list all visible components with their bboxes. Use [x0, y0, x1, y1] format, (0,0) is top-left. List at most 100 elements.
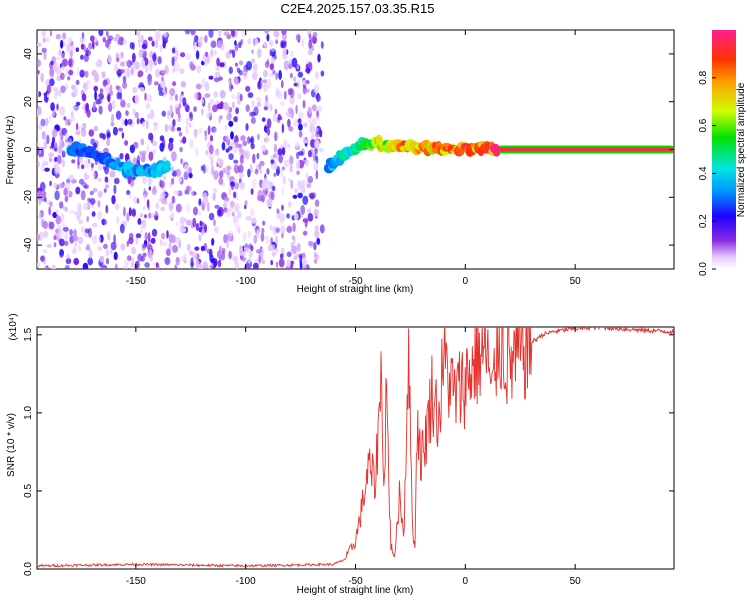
spectrogram-noise-blob	[81, 164, 85, 170]
spectrogram-noise-blob	[52, 128, 58, 138]
spectrogram-noise-blob	[244, 204, 247, 210]
spectrogram-noise-blob	[270, 159, 275, 164]
spectrogram-noise-blob	[262, 220, 266, 226]
spectrogram-noise-blob	[81, 127, 87, 137]
spectrogram-noise-blob	[84, 70, 89, 78]
spectrogram-noise-blob	[302, 257, 307, 267]
spectrogram-noise-blob	[314, 229, 320, 239]
spectrogram-noise-blob	[37, 91, 39, 97]
spectrogram-noise-blob	[307, 240, 314, 247]
spectrogram-noise-blob	[255, 96, 262, 103]
spectrogram-noise-blob	[55, 215, 62, 225]
spectrogram-noise-blob	[120, 61, 125, 67]
spectrogram-noise-blob	[289, 163, 293, 173]
spectrogram-noise-blob	[86, 80, 91, 85]
spectrogram-noise-blob	[84, 174, 90, 180]
spectrogram-noise-blob	[188, 172, 193, 179]
spectrogram-noise-blob	[223, 234, 228, 244]
spectrogram-noise-blob	[186, 219, 193, 226]
spectrogram-noise-blob	[106, 230, 111, 240]
spectrogram-noise-blob	[162, 40, 166, 49]
spectrogram-noise-blob	[147, 175, 154, 184]
spectrogram-noise-blob	[122, 39, 128, 45]
spectrogram-noise-blob	[73, 257, 80, 266]
spectrogram-noise-blob	[46, 84, 52, 94]
spectrogram-noise-blob	[135, 233, 142, 239]
spectrogram-noise-blob	[73, 85, 78, 96]
spectrogram-noise-blob	[68, 209, 74, 214]
spectrogram-noise-blob	[262, 79, 268, 84]
spectrogram-noise-blob	[249, 164, 253, 174]
spectrogram-noise-blob	[61, 158, 65, 168]
spectrogram-noise-blob	[238, 60, 244, 66]
spectrogram-noise-blob	[240, 39, 244, 45]
spectrogram-noise-blob	[72, 104, 76, 110]
spectrogram-noise-blob	[142, 174, 148, 185]
spectrogram-noise-blob	[157, 56, 162, 65]
spectrogram-noise-blob	[266, 198, 273, 208]
spectrogram-noise-blob	[48, 152, 55, 158]
spectrogram-noise-blob	[277, 148, 283, 156]
spectrogram-noise-blob	[61, 32, 67, 40]
spectrogram-noise-blob	[214, 149, 220, 156]
spectrogram-noise-blob	[208, 144, 214, 155]
spectrogram-noise-blob	[291, 235, 296, 241]
spectrogram-noise-blob	[113, 37, 118, 42]
spectrogram-noise-blob	[40, 72, 44, 83]
spectrogram-noise-blob	[75, 186, 81, 195]
snr-x-ticks: -150 -100 -50 0 50	[126, 327, 581, 587]
spectrogram-noise-blob	[102, 218, 105, 226]
spectrogram-noise-blob	[290, 179, 294, 190]
spectrogram-noise-blob	[286, 251, 292, 258]
spectrogram-noise-blob	[175, 236, 181, 244]
spectrogram-noise-blob	[204, 93, 211, 98]
spectrogram-noise-blob	[65, 68, 69, 75]
spectrogram-noise-blob	[316, 237, 321, 245]
spectrogram-noise-blob	[222, 167, 227, 174]
spectrogram-noise-blob	[65, 258, 72, 265]
spectrogram-noise-blob	[43, 161, 49, 166]
spectrogram-noise-blob	[135, 236, 139, 245]
spectrogram-noise-blob	[252, 153, 256, 164]
spectrogram-noise-blob	[296, 243, 301, 252]
spectrogram-noise-blob	[75, 122, 79, 131]
spectrogram-noise-blob	[228, 185, 232, 196]
spectrogram-noise-blob	[251, 217, 257, 226]
spectrogram-noise-blob	[115, 33, 120, 39]
spectrogram-noise-blob	[69, 118, 73, 124]
spectrogram-noise-blob	[122, 220, 127, 226]
spectrogram-noise-blob	[111, 99, 116, 110]
spectrogram-noise-blob	[180, 158, 183, 165]
spectrogram-noise-blob	[264, 61, 270, 68]
spectrogram-noise-blob	[305, 172, 309, 179]
spectrogram-noise-blob	[273, 172, 277, 177]
spectrogram-noise-blob	[75, 47, 80, 52]
spectrogram-x-ticks: -150 -100 -50 0 50	[126, 30, 581, 287]
spectrogram-noise-blob	[175, 203, 182, 213]
spectrogram-noise-blob	[142, 193, 147, 200]
spectrogram-noise-blob	[42, 249, 48, 254]
spectrogram-noise-blob	[277, 113, 281, 119]
spectrogram-noise-blob	[46, 134, 50, 145]
spectrogram-noise-blob	[307, 213, 314, 222]
spectrogram-noise-blob	[114, 203, 120, 210]
spectrogram-noise-blob	[49, 201, 53, 208]
spectrogram-noise-blob	[126, 240, 130, 247]
spectrogram-noise-blob	[105, 30, 109, 37]
spectrogram-noise-blob	[285, 111, 290, 117]
colorbar-tick-label: 0.0	[698, 262, 709, 276]
spectrogram-noise-blob	[315, 71, 319, 80]
spectrogram-noise-blob	[214, 49, 217, 56]
spectrogram-noise-blob	[257, 133, 260, 140]
colorbar-tick-label: 0.6	[698, 118, 709, 132]
spectrogram-noise-blob	[179, 146, 183, 153]
spectrogram-noise-blob	[53, 242, 57, 248]
y-tick-label: 0.5	[23, 484, 34, 498]
spectrogram-noise-blob	[175, 49, 180, 57]
spectrogram-noise-blob	[295, 33, 301, 42]
snr-y-multiplier: (x10⁴)	[8, 313, 19, 340]
spectrogram-noise-blob	[275, 261, 279, 268]
spectrogram-y-axis-label: Frequency (Hz)	[5, 116, 16, 185]
spectrogram-noise-blob	[200, 245, 206, 252]
spectrogram-noise-blob	[121, 118, 125, 127]
